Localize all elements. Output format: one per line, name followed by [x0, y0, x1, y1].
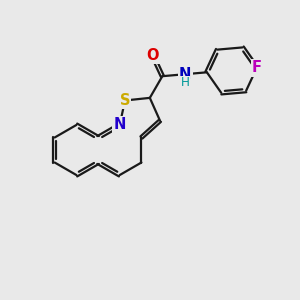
Text: N: N — [179, 67, 191, 82]
Text: N: N — [114, 118, 126, 133]
Text: H: H — [181, 76, 190, 89]
Text: F: F — [252, 60, 262, 75]
Text: O: O — [146, 48, 159, 63]
Text: S: S — [120, 93, 130, 108]
